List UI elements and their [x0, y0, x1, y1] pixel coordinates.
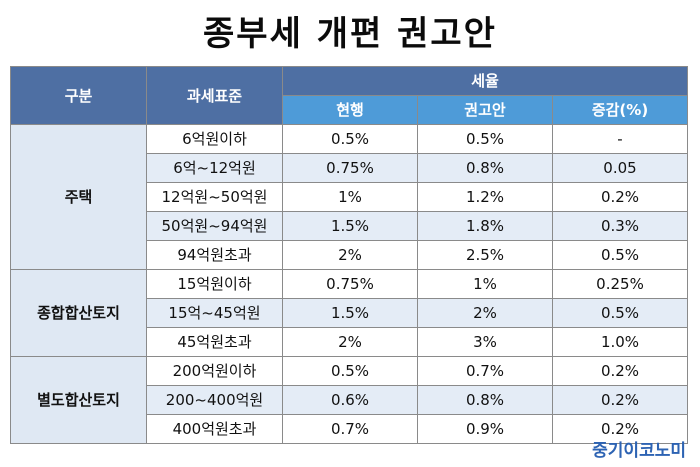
table-row: 12억원~50억원 1% 1.2% 0.2% — [11, 182, 689, 212]
header-current: 현행 — [282, 95, 418, 125]
table-row: 주택 6억원이하 0.5% 0.5% - — [10, 124, 689, 270]
header-tax-base: 과세표준 — [146, 66, 283, 125]
change-cell: 1.0% — [551, 327, 689, 357]
current-rate-cell: 1.5% — [282, 211, 418, 241]
proposal-rate-cell: 0.8% — [417, 385, 553, 415]
tax-rate-table: 구분 과세표준 세율 현행 권고안 증감(%) 주택 6억원이하 0.5% 0.5% -… — [10, 66, 689, 444]
change-cell: 0.25% — [551, 269, 689, 299]
table-row: 별도합산토지 200억원이하 0.5% 0.7% 0.2% — [10, 356, 689, 444]
change-cell: 0.2% — [551, 356, 689, 386]
header-change: 증감(%) — [551, 95, 689, 125]
page-title: 종부세 개편 권고안 — [203, 14, 497, 54]
current-rate-cell: 0.7% — [282, 414, 418, 444]
current-rate-cell: 2% — [282, 327, 418, 357]
table-row: 6억~12억원 0.75% 0.8% 0.05 — [11, 153, 689, 183]
proposal-rate-cell: 3% — [417, 327, 553, 357]
proposal-rate-cell: 0.7% — [417, 356, 553, 386]
current-rate-cell: 0.6% — [282, 385, 418, 415]
current-rate-cell: 0.5% — [282, 124, 418, 154]
tax-base-cell: 15억~45억원 — [146, 298, 283, 328]
proposal-rate-cell: 0.8% — [417, 153, 553, 183]
current-rate-cell: 0.75% — [282, 269, 418, 299]
tax-base-cell: 200~400억원 — [146, 385, 283, 415]
change-cell: 0.3% — [551, 211, 689, 241]
header-proposal: 권고안 — [417, 95, 553, 125]
proposal-rate-cell: 0.9% — [417, 414, 553, 444]
tax-base-cell: 15억원이하 — [146, 269, 283, 299]
proposal-rate-cell: 0.5% — [417, 124, 553, 154]
change-cell: 0.2% — [551, 385, 689, 415]
tax-base-cell: 50억원~94억원 — [146, 211, 283, 241]
table-row: 400억원초과 0.7% 0.9% 0.2% — [11, 414, 689, 444]
tax-base-cell: 400억원초과 — [146, 414, 283, 444]
proposal-rate-cell: 2% — [417, 298, 553, 328]
proposal-rate-cell: 2.5% — [417, 240, 553, 270]
tax-base-cell: 45억원초과 — [146, 327, 283, 357]
header-tax-rate: 세율 — [281, 66, 689, 96]
proposal-rate-cell: 1.2% — [417, 182, 553, 212]
table-body: 주택 6억원이하 0.5% 0.5% -6억~12억원 0.75% 0.8% 0.05 12억원… — [10, 124, 689, 444]
tax-base-cell: 94억원초과 — [146, 240, 283, 270]
change-cell: 0.2% — [551, 414, 689, 444]
header-category: 구분 — [10, 66, 147, 125]
brand-logo-text: 중기이코노미 — [592, 441, 686, 461]
change-cell: - — [551, 124, 689, 154]
change-cell: 0.5% — [551, 240, 689, 270]
tax-base-cell: 6억원이하 — [146, 124, 283, 154]
current-rate-cell: 1% — [282, 182, 418, 212]
category-cell: 주택 — [10, 124, 147, 270]
current-rate-cell: 0.75% — [282, 153, 418, 183]
current-rate-cell: 1.5% — [282, 298, 418, 328]
change-cell: 0.05 — [551, 153, 689, 183]
tax-base-cell: 12억원~50억원 — [146, 182, 283, 212]
proposal-rate-cell: 1% — [417, 269, 553, 299]
category-cell: 종합합산토지 — [10, 269, 147, 357]
table-row: 45억원초과 2% 3% 1.0% — [11, 327, 689, 357]
current-rate-cell: 0.5% — [282, 356, 418, 386]
table-row: 종합합산토지 15억원이하 0.75% 1% 0.25% — [10, 269, 689, 357]
change-cell: 0.5% — [551, 298, 689, 328]
tax-base-cell: 6억~12억원 — [146, 153, 283, 183]
table-row: 50억원~94억원 1.5% 1.8% 0.3% — [11, 211, 689, 241]
tax-base-cell: 200억원이하 — [146, 356, 283, 386]
proposal-rate-cell: 1.8% — [417, 211, 553, 241]
table-row: 94억원초과 2% 2.5% 0.5% — [11, 240, 689, 270]
category-cell: 별도합산토지 — [10, 356, 147, 444]
change-cell: 0.2% — [551, 182, 689, 212]
table-row: 200~400억원 0.6% 0.8% 0.2% — [11, 385, 689, 415]
current-rate-cell: 2% — [282, 240, 418, 270]
